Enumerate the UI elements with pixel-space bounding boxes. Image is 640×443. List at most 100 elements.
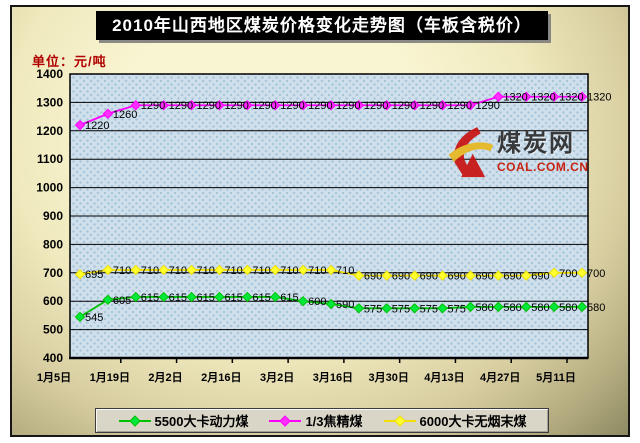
data-point-marker — [325, 264, 337, 276]
data-point-marker — [297, 100, 309, 111]
data-label: 1320 — [559, 92, 583, 104]
data-point-marker — [74, 311, 86, 323]
data-label: 690 — [448, 271, 466, 283]
data-label: 575 — [420, 303, 438, 315]
data-label: 710 — [197, 265, 215, 277]
data-point-marker — [353, 303, 365, 314]
series-5500大卡动力煤: 545 605 615 615 615 615 615 615 600 590 575 575 575 5… — [74, 291, 605, 324]
data-label: 1260 — [113, 109, 137, 121]
data-point-marker — [409, 303, 420, 314]
data-label: 690 — [475, 271, 493, 283]
unit-label: 单位：元/吨 — [32, 54, 107, 69]
data-point-marker — [130, 100, 141, 111]
chart-frame: 2010年山西地区煤炭价格变化走势图（车板含税价） 单位：元/吨 1400 130… — [10, 5, 630, 437]
data-label: 590 — [336, 299, 354, 311]
data-label: 615 — [141, 292, 159, 304]
data-label: 1290 — [336, 100, 360, 112]
y-tick-label: 1100 — [37, 152, 63, 166]
data-point-marker — [576, 301, 588, 313]
data-point-marker — [158, 100, 169, 111]
data-label: 580 — [587, 302, 605, 314]
coal-logo-icon — [448, 127, 494, 178]
data-label: 1290 — [197, 100, 221, 112]
data-label: 695 — [85, 269, 103, 281]
data-label: 1320 — [531, 92, 555, 104]
x-tick-label: 3月16日 — [313, 371, 353, 384]
y-tick-label: 1400 — [36, 67, 63, 81]
data-label: 580 — [503, 302, 521, 314]
y-axis-labels: 1400 1300 1200 1100 1000 900 800 700 600 500 400 — [36, 67, 63, 365]
data-label: 580 — [559, 302, 577, 314]
data-point-marker — [576, 91, 588, 102]
legend-item-label: 5500大卡动力煤 — [154, 414, 249, 429]
data-label: 1290 — [280, 100, 304, 112]
legend-item-label: 1/3焦精煤 — [305, 414, 363, 429]
y-tick-label: 1200 — [36, 124, 63, 138]
data-label: 710 — [169, 265, 187, 277]
watermark-text-block: 煤炭网 COAL.COM.CN — [497, 132, 589, 175]
data-label: 575 — [364, 303, 382, 315]
x-tick-label: 5月11日 — [536, 371, 576, 384]
legend-item: 1/3焦精煤 — [268, 411, 363, 430]
y-tick-label: 1300 — [36, 95, 63, 109]
data-point-marker — [158, 264, 169, 276]
data-label: 710 — [252, 265, 270, 277]
data-label: 615 — [224, 292, 242, 304]
data-point-marker — [353, 100, 365, 111]
data-label: 690 — [392, 271, 410, 283]
data-label: 575 — [448, 303, 466, 315]
data-label: 1290 — [420, 100, 444, 112]
x-axis-labels: 1月5日 1月19日 2月2日 2月16日 3月2日 3月16日 3月30日 4月13日 4月2… — [37, 371, 576, 384]
data-point-marker — [493, 91, 504, 102]
data-point-marker — [186, 100, 197, 111]
data-label: 700 — [559, 268, 577, 280]
chart-title: 2010年山西地区煤炭价格变化走势图（车板含税价） — [96, 11, 548, 40]
data-point-marker — [353, 270, 365, 281]
data-label: 710 — [141, 265, 159, 277]
data-point-marker — [214, 100, 225, 111]
data-label: 580 — [531, 302, 549, 314]
data-point-marker — [437, 270, 448, 281]
data-label: 615 — [169, 292, 187, 304]
data-point-marker — [158, 291, 169, 303]
data-label: 690 — [364, 271, 382, 283]
data-point-marker — [437, 303, 448, 314]
data-label: 1290 — [364, 100, 388, 112]
watermark-site-url: COAL.COM.CN — [497, 160, 589, 174]
data-label: 545 — [85, 312, 103, 324]
x-tick-label: 1月19日 — [90, 371, 130, 384]
data-label: 1320 — [587, 92, 611, 104]
data-point-marker — [74, 119, 86, 131]
data-point-marker — [270, 100, 281, 111]
data-point-marker — [521, 270, 532, 281]
chart-canvas: 1400 1300 1200 1100 1000 900 800 700 600 500 400 1月… — [36, 67, 611, 384]
data-point-marker — [465, 301, 476, 313]
series-6000大卡无烟末煤: 695 710 710 710 710 710 710 710 710 710 690 690 690 6… — [74, 264, 605, 283]
data-labels: 695 710 710 710 710 710 710 710 710 710 690 690 690 6… — [85, 265, 605, 283]
data-label: 1290 — [308, 100, 332, 112]
data-label: 710 — [308, 265, 326, 277]
data-point-marker — [381, 270, 392, 281]
data-label: 580 — [475, 302, 493, 314]
data-point-marker — [493, 301, 504, 313]
data-point-marker — [548, 91, 560, 102]
data-point-marker — [102, 294, 114, 305]
data-label: 690 — [531, 271, 549, 283]
x-tick-label: 2月16日 — [201, 371, 241, 384]
data-label: 600 — [308, 296, 326, 308]
data-label: 710 — [280, 265, 298, 277]
data-point-marker — [74, 269, 86, 280]
x-tick-label: 1月5日 — [37, 371, 71, 384]
legend-swatch-icon — [118, 414, 151, 427]
y-tick-label: 600 — [43, 294, 63, 308]
legend: 5500大卡动力煤 1/3焦精煤 6000大卡无烟末煤 — [95, 408, 549, 433]
data-label: 1220 — [85, 120, 109, 132]
data-point-marker — [242, 100, 253, 111]
watermark: 煤炭网 COAL.COM.CN — [445, 120, 605, 186]
data-point-marker — [186, 264, 197, 276]
data-point-marker — [381, 100, 392, 111]
data-label: 710 — [113, 265, 131, 277]
data-point-marker — [242, 264, 253, 276]
